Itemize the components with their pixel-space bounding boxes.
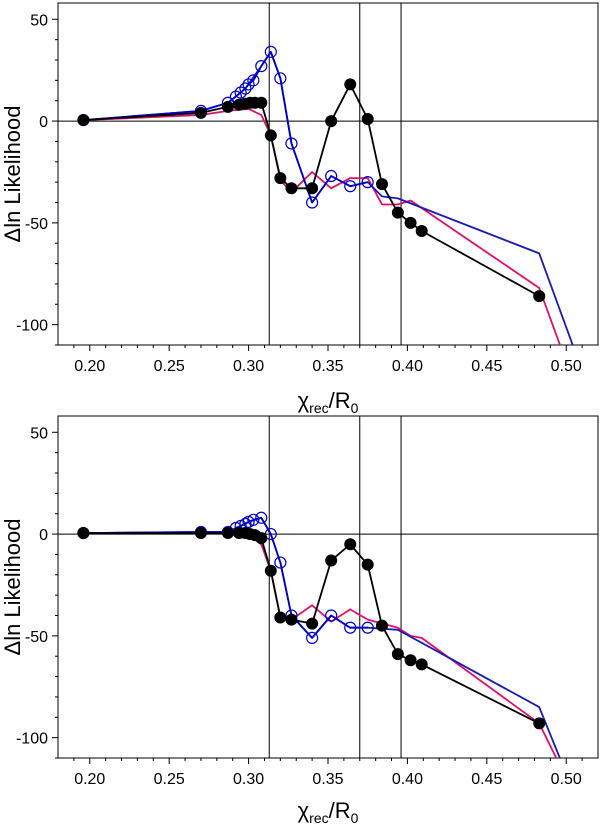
y-tick-label: -100: [16, 318, 48, 335]
data-point-open: [247, 513, 260, 526]
series-group: [77, 511, 561, 758]
x-tick-label: 0.25: [154, 771, 185, 788]
data-point-open: [344, 621, 357, 634]
data-point-open: [344, 180, 357, 193]
data-point-filled: [344, 78, 357, 91]
x-tick-label: 0.20: [74, 771, 105, 788]
x-axis-subscript: 0: [351, 810, 359, 825]
x-tick-label: 0.30: [233, 358, 264, 375]
data-point-filled: [533, 717, 546, 730]
data-point-filled: [404, 654, 417, 667]
data-point-open: [361, 621, 374, 634]
series-line-pink-line: [83, 108, 561, 345]
x-tick-label: 0.20: [74, 358, 105, 375]
series-line-blue-line: [83, 516, 561, 758]
series-line-blue-line: [83, 51, 574, 345]
data-point-filled: [221, 527, 234, 540]
x-tick-label: 0.50: [551, 358, 582, 375]
x-tick-label: 0.40: [392, 358, 423, 375]
x-tick-label: 0.35: [312, 771, 343, 788]
data-point-filled: [221, 100, 234, 113]
y-axis-title: Δln Likelihood: [0, 105, 25, 242]
data-point-filled: [391, 648, 404, 661]
x-axis-title: χrec/R0: [298, 798, 359, 825]
data-point-open: [285, 137, 298, 150]
data-point-open: [325, 169, 338, 183]
data-point-filled: [415, 658, 428, 671]
data-point-open: [255, 60, 268, 73]
data-point-filled: [404, 216, 417, 229]
x-tick-label: 0.45: [471, 771, 502, 788]
data-point-filled: [391, 206, 404, 219]
data-point-filled: [361, 113, 374, 126]
y-tick-label: 50: [30, 425, 48, 442]
data-point-open: [255, 511, 268, 524]
data-point-filled: [274, 172, 287, 185]
data-point-open: [325, 609, 338, 622]
data-point-open: [264, 45, 277, 58]
data-point-filled: [194, 106, 207, 119]
x-axis-text: χ: [298, 388, 310, 413]
data-point-filled: [255, 96, 268, 109]
data-point-filled: [376, 178, 388, 191]
y-tick-label: -50: [25, 629, 48, 646]
data-point-filled: [285, 182, 298, 195]
x-tick-label: 0.30: [233, 771, 264, 788]
data-point-filled: [415, 225, 428, 237]
data-point-open: [239, 82, 252, 95]
data-point-open: [306, 631, 319, 644]
x-axis-title: χrec/R0: [298, 388, 359, 416]
y-tick-label: -100: [16, 731, 48, 748]
data-point-filled: [264, 564, 277, 577]
x-axis-text: /R: [329, 388, 351, 413]
data-point-open: [274, 556, 287, 569]
series-line-pink-line: [83, 532, 558, 758]
data-point-open: [247, 74, 260, 87]
data-point-filled: [325, 554, 338, 567]
data-point-filled: [306, 617, 319, 630]
data-point-open: [306, 196, 319, 209]
data-point-filled: [376, 619, 388, 632]
x-axis-subscript: 0: [351, 400, 359, 416]
data-point-filled: [194, 527, 207, 540]
data-point-filled: [255, 532, 268, 545]
y-axis-title: Δln Likelihood: [0, 518, 25, 655]
data-point-filled: [361, 558, 374, 571]
y-tick-label: 0: [39, 114, 48, 131]
x-axis-text: χ: [298, 798, 310, 823]
x-axis-text: /R: [329, 798, 351, 823]
y-tick-label: 50: [30, 12, 48, 29]
x-tick-label: 0.45: [471, 358, 502, 375]
y-tick-label: -50: [25, 216, 48, 233]
x-tick-label: 0.25: [154, 358, 185, 375]
data-point-filled: [325, 115, 338, 128]
chart-panel-1: 0.20 0.25 0.30 0.35 0.40 0.45 0.50 -100 -50 0 50 χr…: [0, 2, 599, 416]
x-axis-subscript: rec: [309, 400, 328, 416]
x-tick-label: 0.40: [392, 771, 423, 788]
data-point-filled: [306, 182, 319, 195]
data-point-filled: [77, 114, 90, 127]
plot-frame: [57, 2, 599, 346]
x-tick-label: 0.50: [551, 771, 582, 788]
chart-panel-2: 0.20 0.25 0.30 0.35 0.40 0.45 0.50 -100 -50 0 50 χr…: [0, 415, 599, 825]
y-tick-label: 0: [39, 527, 48, 544]
series-line-open: [83, 51, 368, 204]
data-point-filled: [285, 613, 298, 626]
data-point-filled: [264, 129, 277, 142]
data-point-filled: [274, 611, 287, 624]
data-point-open: [274, 72, 287, 85]
data-point-filled: [533, 290, 546, 303]
x-axis-subscript: rec: [309, 810, 328, 825]
data-point-filled: [77, 527, 90, 540]
x-tick-label: 0.35: [312, 358, 343, 375]
series-group: [77, 45, 574, 345]
data-point-open: [361, 176, 374, 189]
data-point-filled: [344, 538, 357, 551]
